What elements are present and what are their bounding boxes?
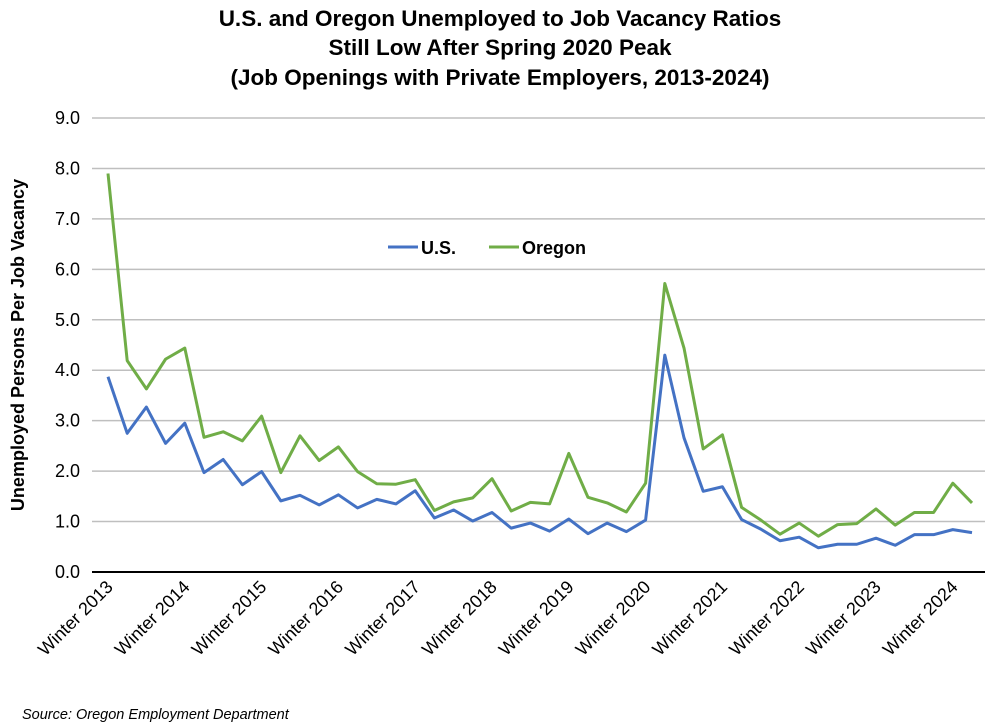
y-tick-label: 7.0 [55,209,80,229]
x-tick-label: Winter 2016 [264,577,347,660]
y-tick-label: 3.0 [55,411,80,431]
y-tick-label: 2.0 [55,461,80,481]
chart-title-line-1: U.S. and Oregon Unemployed to Job Vacanc… [219,6,782,31]
y-tick-label: 0.0 [55,562,80,582]
source-note: Source: Oregon Employment Department [22,707,290,723]
x-tick-label: Winter 2014 [111,577,194,660]
legend: U.S. Oregon [388,238,586,258]
y-axis-label: Unemployed Persons Per Job Vacancy [8,179,28,511]
y-tick-label: 6.0 [55,259,80,279]
y-tick-label: 1.0 [55,512,80,532]
series-line-us [106,353,973,550]
x-tick-label: Winter 2024 [879,577,962,660]
x-tick-label: Winter 2023 [802,577,885,660]
legend-label-us: U.S. [421,238,456,258]
x-tick-label: Winter 2019 [495,577,578,660]
x-tick-label: Winter 2018 [418,577,501,660]
chart-title-line-3: (Job Openings with Private Employers, 20… [231,65,770,90]
x-tick-label: Winter 2021 [648,577,731,660]
y-tick-label: 8.0 [55,158,80,178]
x-tick-label: Winter 2013 [34,577,117,660]
chart-title: U.S. and Oregon Unemployed to Job Vacanc… [219,6,782,90]
chart-title-line-2: Still Low After Spring 2020 Peak [328,35,672,60]
x-tick-label: Winter 2020 [572,577,655,660]
x-tick-label: Winter 2015 [188,577,271,660]
y-tick-label: 5.0 [55,310,80,330]
y-tick-label: 4.0 [55,360,80,380]
x-tick-label: Winter 2017 [341,577,424,660]
legend-label-oregon: Oregon [522,238,586,258]
y-tick-label: 9.0 [55,108,80,128]
x-tick-label: Winter 2022 [725,577,808,660]
series-line-oregon [106,173,974,538]
